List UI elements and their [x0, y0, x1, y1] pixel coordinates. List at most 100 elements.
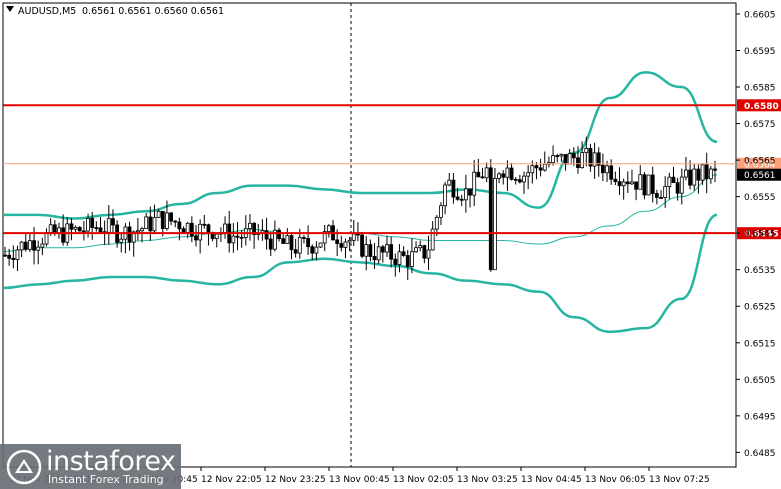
- candle: [77, 226, 82, 232]
- current-price-label: 0.6561: [744, 171, 776, 181]
- candle: [173, 220, 178, 228]
- y-tick-label: 0.6485: [744, 449, 776, 459]
- triangle-down-icon[interactable]: [6, 6, 14, 12]
- candle: [28, 233, 32, 252]
- x-tick-label: 12 Nov 23:25: [265, 475, 326, 485]
- candle: [19, 241, 24, 258]
- candle: [493, 168, 497, 271]
- candle: [156, 208, 161, 218]
- candle: [127, 221, 132, 251]
- candle: [455, 187, 460, 201]
- candle: [671, 166, 676, 184]
- candle: [696, 164, 701, 194]
- y-tick-label: 0.6575: [744, 120, 776, 130]
- candle: [248, 214, 252, 241]
- candle: [509, 162, 514, 181]
- candle: [613, 171, 618, 186]
- candle: [667, 172, 672, 200]
- x-tick-label: 13 Nov 07:25: [649, 475, 710, 485]
- candle: [360, 231, 364, 259]
- candle: [73, 225, 78, 233]
- candle: [277, 227, 281, 242]
- candle: [389, 236, 394, 268]
- y-tick-label: 0.6585: [744, 84, 776, 94]
- candle: [189, 216, 194, 243]
- candle: [401, 246, 406, 257]
- candle: [310, 244, 315, 261]
- candle: [522, 171, 526, 194]
- ohlc-readout: 0.6561 0.6561 0.6560 0.6561: [82, 6, 224, 17]
- candle: [165, 200, 169, 231]
- candle: [148, 206, 153, 242]
- candle: [177, 217, 182, 241]
- candle: [144, 213, 149, 230]
- candle: [7, 248, 12, 266]
- candle: [484, 162, 489, 183]
- candle: [663, 176, 668, 208]
- current-price-tag: [737, 168, 781, 181]
- candle: [61, 214, 66, 246]
- candle: [119, 233, 124, 253]
- y-tick-label: 0.6595: [744, 47, 776, 57]
- candle: [426, 235, 431, 271]
- instaforex-logo-icon: [6, 449, 42, 485]
- candle: [281, 234, 286, 244]
- candle: [368, 239, 373, 262]
- candle: [576, 146, 580, 174]
- candle: [497, 172, 501, 184]
- candle: [322, 224, 327, 252]
- candle: [704, 152, 709, 194]
- candle: [468, 188, 472, 208]
- candle: [302, 234, 306, 244]
- candle: [393, 253, 398, 277]
- y-tick-label: 0.6565: [744, 157, 776, 167]
- candle: [555, 154, 560, 163]
- candle: [318, 242, 323, 248]
- candle: [131, 230, 136, 257]
- candle: [584, 136, 589, 167]
- candle: [642, 172, 647, 200]
- candle: [596, 147, 601, 177]
- candle: [140, 226, 144, 243]
- candle: [405, 249, 410, 281]
- candle: [347, 236, 352, 252]
- candle: [231, 222, 236, 253]
- candle: [451, 173, 456, 204]
- candle: [380, 244, 385, 263]
- candle: [135, 218, 140, 241]
- y-tick-label: 0.6605: [744, 10, 776, 20]
- plot-frame: [2, 2, 737, 468]
- candle: [69, 217, 74, 241]
- y-tick-label: 0.6535: [744, 266, 776, 276]
- candle: [625, 171, 630, 194]
- candle: [202, 214, 207, 229]
- candle: [621, 178, 626, 200]
- candle: [634, 181, 639, 201]
- candle: [98, 216, 103, 234]
- candle: [559, 153, 564, 162]
- candle: [501, 170, 506, 185]
- candle: [3, 246, 7, 257]
- candle: [659, 190, 663, 199]
- candle: [646, 174, 651, 196]
- candle: [588, 143, 593, 172]
- candle: [418, 240, 423, 252]
- y-tick-label: 0.6525: [744, 303, 776, 313]
- candle: [650, 166, 655, 203]
- candle: [111, 209, 115, 234]
- candle: [15, 245, 20, 272]
- bollinger-upper-band: [3, 71, 718, 220]
- watermark-brand: instaforex: [46, 446, 176, 477]
- candle: [198, 219, 203, 254]
- candle: [526, 165, 531, 190]
- candle: [235, 221, 240, 251]
- candle: [23, 232, 28, 252]
- candle: [692, 164, 697, 191]
- candle: [343, 238, 348, 259]
- candle: [414, 241, 418, 253]
- candle: [252, 222, 257, 249]
- x-tick-label: 12 Nov 22:05: [201, 475, 262, 485]
- x-tick-label: 13 Nov 04:45: [521, 475, 582, 485]
